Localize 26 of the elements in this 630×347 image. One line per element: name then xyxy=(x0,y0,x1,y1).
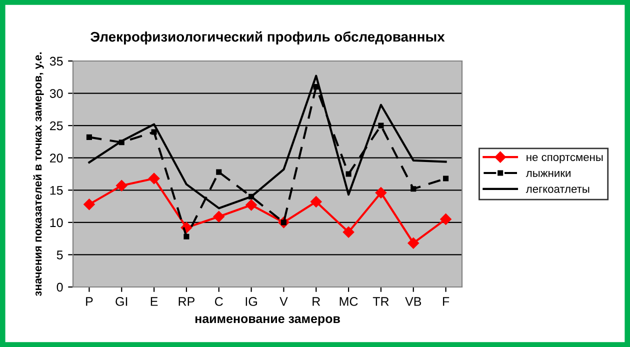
legend-label: не спортсмены xyxy=(526,154,603,164)
y-tick-label: 20 xyxy=(50,154,63,163)
y-tick-label: 25 xyxy=(50,121,63,130)
x-tick-label: RP xyxy=(178,297,194,306)
x-tick-label: IG xyxy=(246,297,257,306)
x-tick-label: V xyxy=(280,297,288,306)
x-tick-label: TR xyxy=(372,297,389,306)
legend-label: легкоатлеты xyxy=(526,186,590,193)
x-tick-label: F xyxy=(443,297,450,306)
x-tick-label: R xyxy=(312,297,320,306)
chart-title: Элекрофизиологический профиль обследованных xyxy=(90,31,445,44)
x-tick-label: P xyxy=(86,297,93,306)
y-tick-label: 0 xyxy=(56,282,63,292)
y-tick-label: 5 xyxy=(56,250,63,260)
y-tick-label: 15 xyxy=(50,186,63,195)
y-tick-label: 35 xyxy=(50,56,63,66)
y-tick-label: 30 xyxy=(50,89,63,98)
y-axis-title: значения показателей в точках замеров, у.е. xyxy=(33,52,44,296)
legend-label: лыжники xyxy=(526,171,570,177)
x-tick-label: GI xyxy=(116,297,128,306)
x-axis-title: наименование замеров xyxy=(195,316,340,326)
x-tick-label: E xyxy=(150,297,158,306)
y-tick-label: 10 xyxy=(50,218,63,228)
x-tick-label: MC xyxy=(340,297,358,306)
x-tick-label: C xyxy=(214,297,223,306)
x-tick-label: VB xyxy=(405,297,422,306)
